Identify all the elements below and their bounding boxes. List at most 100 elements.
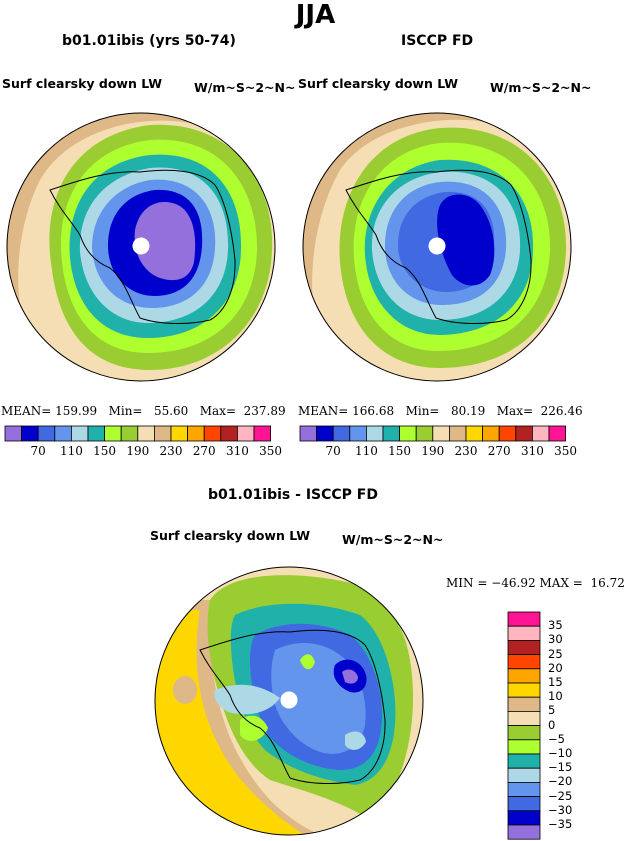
top-left-colorbar-tick-label: 190	[126, 444, 150, 458]
right-mean-label: MEAN=	[298, 404, 349, 418]
top-left-colorbar-swatch	[170, 425, 189, 442]
top-right-colorbar-swatch	[299, 425, 318, 442]
top-left-colorbar-swatch	[203, 425, 222, 442]
top-right-colorbar-swatch	[432, 425, 450, 442]
left-stats: MEAN= 159.99 Min= 55.60 Max= 237.89	[1, 404, 286, 418]
diff-colorbar-swatch	[507, 824, 541, 840]
left-max-label: Max=	[199, 404, 237, 418]
right-stats: MEAN= 166.68 Min= 80.19 Max= 226.46	[298, 404, 583, 418]
top-right-colorbar-swatch	[515, 425, 533, 442]
top-right-colorbar-swatch	[465, 425, 484, 442]
top-right-colorbar-tick-label: 110	[354, 444, 378, 458]
top-left-colorbar-tick-label: 230	[159, 444, 183, 458]
diff-colorbar-swatch	[507, 725, 541, 741]
top-left-colorbar-swatch	[21, 425, 39, 442]
top-right-colorbar-swatch	[448, 425, 467, 442]
top-right-colorbar-tick-label: 230	[454, 444, 478, 458]
top-left-colorbar-swatch	[236, 425, 255, 442]
diff-colorbar-swatch	[507, 696, 541, 712]
top-right-colorbar-swatch	[399, 425, 417, 442]
obs-map	[303, 113, 571, 381]
right-var-label: Surf clearsky down LW	[298, 76, 458, 91]
right-min-value: 80.19	[450, 404, 486, 418]
diff-colorbar-swatch	[507, 625, 541, 641]
top-right-colorbar-tick-label: 70	[325, 444, 341, 458]
top-right-colorbar-swatch	[365, 425, 384, 442]
diff-colorbar-tick-label: −30	[548, 802, 573, 817]
diff-colorbar-swatch	[507, 668, 541, 684]
top-left-colorbar-swatch	[220, 425, 238, 442]
diff-units-label: W/m~S~2~N~	[342, 532, 444, 547]
diff-colorbar-tick-label: −10	[548, 746, 573, 760]
diff-min-value: −46.92	[491, 576, 536, 590]
top-left-colorbar-swatch	[4, 425, 23, 442]
diff-minmax: MIN = −46.92 MAX = 16.72	[446, 576, 625, 590]
diff-colorbar-swatch	[507, 767, 541, 783]
top-left-colorbar-tick-label: 310	[225, 444, 249, 458]
top-right-colorbar-swatch	[332, 425, 351, 442]
top-left-colorbar-swatch	[37, 425, 56, 442]
left-mean-label: MEAN=	[1, 404, 52, 418]
top-left-colorbar-swatch	[104, 425, 122, 442]
top-right-colorbar-tick-label: 150	[388, 444, 412, 458]
top-left-colorbar-tick-label: 350	[259, 444, 283, 458]
right-max-value: 226.46	[540, 404, 583, 418]
diff-panel-title: b01.01ibis - ISCCP FD	[208, 487, 378, 503]
diff-colorbar-swatch	[507, 782, 541, 798]
top-left-colorbar-swatch	[153, 425, 172, 442]
diff-colorbar-swatch	[507, 739, 541, 755]
right-mean-value: 166.68	[352, 404, 395, 418]
top-right-colorbar-swatch	[548, 425, 567, 442]
diff-colorbar-swatch	[507, 753, 541, 769]
top-right-colorbar-tick-label: 350	[554, 444, 578, 458]
top-right-colorbar-swatch	[498, 425, 517, 442]
diff-colorbar-swatch	[507, 682, 541, 698]
diff-colorbar-swatch	[507, 711, 541, 727]
top-right-colorbar-tick-label: 310	[520, 444, 544, 458]
top-right-colorbar-swatch	[382, 425, 401, 442]
left-min-label: Min=	[108, 404, 143, 418]
top-left-colorbar-swatch	[137, 425, 155, 442]
top-left-colorbar-swatch	[54, 425, 72, 442]
diff-max-label: MAX =	[539, 576, 583, 590]
diff-colorbar-tick-label: 0	[548, 717, 556, 732]
diff-colorbar-tick-label: −5	[548, 731, 565, 746]
diff-colorbar-tick-label: −35	[548, 817, 573, 831]
left-max-value: 237.89	[243, 404, 286, 418]
diff-colorbar-tick-label: −20	[548, 774, 573, 789]
diff-min-label: MIN =	[446, 576, 488, 590]
top-left-colorbar-swatch	[87, 425, 106, 442]
top-right-colorbar-swatch	[482, 425, 500, 442]
diff-colorbar-tick-label: 20	[548, 660, 563, 675]
top-left-colorbar-swatch	[253, 425, 272, 442]
top-left-colorbar-swatch	[120, 425, 139, 442]
left-units-label: W/m~S~2~N~	[194, 80, 296, 95]
diff-colorbar-tick-label: 10	[548, 689, 563, 704]
diff-colorbar-tick-label: −25	[548, 788, 573, 803]
top-left-colorbar-tick-label: 70	[30, 444, 46, 458]
diff-colorbar-tick-label: 35	[548, 618, 563, 633]
top-left-colorbar-swatch	[187, 425, 205, 442]
right-max-label: Max=	[496, 404, 534, 418]
diff-colorbar-swatch	[507, 810, 541, 826]
diff-colorbar-tick-label: −15	[548, 760, 573, 775]
top-right-colorbar-swatch	[415, 425, 434, 442]
right-units-label: W/m~S~2~N~	[490, 80, 592, 95]
diff-var-label: Surf clearsky down LW	[150, 528, 310, 543]
diff-colorbar-swatch	[507, 796, 541, 812]
diff-max-value: 16.72	[590, 576, 625, 590]
diff-colorbar-swatch	[507, 640, 541, 656]
top-right-colorbar-tick-label: 190	[421, 444, 445, 458]
diff-colorbar-swatch	[507, 654, 541, 670]
top-right-colorbar-swatch	[349, 425, 367, 442]
diff-colorbar-tick-label: 30	[548, 632, 563, 647]
top-colorbar-left	[4, 425, 272, 442]
season-title: JJA	[295, 0, 336, 30]
top-left-colorbar-swatch	[71, 425, 89, 442]
diff-colorbar-swatch	[507, 611, 541, 627]
top-left-colorbar-tick-label: 110	[59, 444, 83, 458]
diff-colorbar	[507, 611, 541, 840]
left-min-value: 55.60	[153, 404, 189, 418]
top-left-colorbar-tick-label: 270	[192, 444, 216, 458]
